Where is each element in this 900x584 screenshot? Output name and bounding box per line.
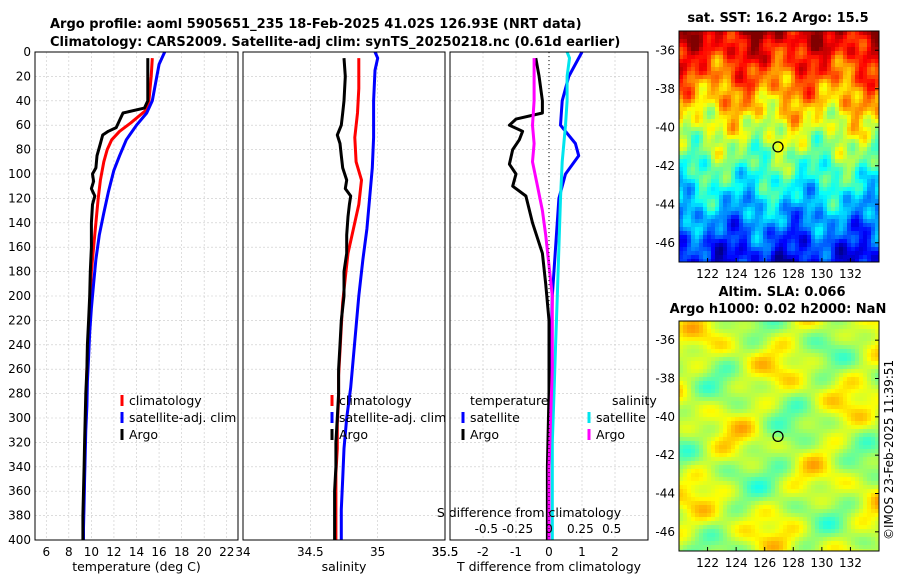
y-tick-label: 240 xyxy=(8,338,31,352)
x2-tick-label: -0.25 xyxy=(502,522,533,536)
map-x-tick-label: 126 xyxy=(753,556,776,570)
map-x-tick-label: 122 xyxy=(696,556,719,570)
map-x-tick-label: 130 xyxy=(810,556,833,570)
y-tick-label: 220 xyxy=(8,313,31,327)
x2-tick-label: 0.5 xyxy=(602,522,621,536)
x-tick-label: 35.5 xyxy=(432,545,459,559)
header-line2: Climatology: CARS2009. Satellite-adj cli… xyxy=(50,35,620,50)
map-y-tick-label: -46 xyxy=(655,236,675,250)
y-tick-label: 100 xyxy=(8,167,31,181)
y-tick-label: 340 xyxy=(8,460,31,474)
y-tick-label: 40 xyxy=(16,94,31,108)
map-y-tick-label: -40 xyxy=(655,120,675,134)
x2-tick-label: 0.25 xyxy=(567,522,594,536)
x2-tick-label: -0.5 xyxy=(475,522,498,536)
map-x-tick-label: 132 xyxy=(839,267,862,281)
y-tick-label: 20 xyxy=(16,69,31,83)
legend-satellite-label: satellite-adj. clim xyxy=(129,410,236,425)
x-tick-label: 1 xyxy=(578,545,586,559)
x-axis-label: temperature (deg C) xyxy=(72,559,201,574)
y-tick-label: 140 xyxy=(8,216,31,230)
legend-climatology-label: climatology xyxy=(129,393,202,408)
x-axis-label: salinity xyxy=(322,559,367,574)
map-y-tick-label: -38 xyxy=(655,372,675,386)
x-tick-label: 2 xyxy=(611,545,619,559)
y-tick-label: 200 xyxy=(8,289,31,303)
x-tick-label: 22 xyxy=(219,545,234,559)
y-tick-label: 60 xyxy=(16,118,31,132)
series-t-argo xyxy=(509,58,549,540)
sla-map-title-2: Argo h1000: 0.02 h2000: NaN xyxy=(670,302,887,317)
y-tick-label: 120 xyxy=(8,191,31,205)
series-s-argo xyxy=(533,58,553,540)
y-tick-label: 80 xyxy=(16,143,31,157)
legend-t-argo-label: Argo xyxy=(470,427,499,442)
map-y-tick-label: -38 xyxy=(655,82,675,96)
y-tick-label: 300 xyxy=(8,411,31,425)
y-tick-label: 260 xyxy=(8,362,31,376)
x-tick-label: -2 xyxy=(477,545,489,559)
map-y-tick-label: -42 xyxy=(655,159,675,173)
y-tick-label: 160 xyxy=(8,240,31,254)
x2-axis-label: S difference from climatology xyxy=(437,505,622,520)
y-tick-label: 360 xyxy=(8,484,31,498)
x-tick-label: 10 xyxy=(84,545,99,559)
map-x-tick-label: 128 xyxy=(782,556,805,570)
x-tick-label: 16 xyxy=(151,545,166,559)
series-climatology xyxy=(84,58,153,540)
map-x-tick-label: 124 xyxy=(725,267,748,281)
map-y-tick-label: -42 xyxy=(655,448,675,462)
legend-argo-label: Argo xyxy=(339,427,368,442)
sst-map-title: sat. SST: 16.2 Argo: 15.5 xyxy=(687,11,868,26)
x-tick-label: 34.5 xyxy=(297,545,324,559)
timestamp-stamp: ©IMOS 23-Feb-2025 11:39:51 xyxy=(882,360,896,540)
legend-title-temperature: temperature xyxy=(470,393,549,408)
x-tick-label: 0 xyxy=(545,545,553,559)
y-tick-label: 180 xyxy=(8,265,31,279)
x-axis-label: T difference from climatology xyxy=(456,559,642,574)
map-x-tick-label: 126 xyxy=(753,267,776,281)
sla-map-field xyxy=(679,321,879,551)
map-y-tick-label: -40 xyxy=(655,410,675,424)
x-tick-label: 18 xyxy=(174,545,189,559)
sla-map-title-1: Altim. SLA: 0.066 xyxy=(719,285,846,300)
x-tick-label: 6 xyxy=(42,545,50,559)
map-y-tick-label: -44 xyxy=(655,487,675,501)
y-tick-label: 320 xyxy=(8,435,31,449)
y-tick-label: 0 xyxy=(23,45,31,59)
legend-satellite-label: satellite-adj. clim xyxy=(339,410,446,425)
x-tick-label: 12 xyxy=(106,545,121,559)
map-x-tick-label: 132 xyxy=(839,556,862,570)
x2-tick-label: 0 xyxy=(545,522,553,536)
sst-map-field xyxy=(679,31,879,262)
legend-climatology-label: climatology xyxy=(339,393,412,408)
y-tick-label: 400 xyxy=(8,533,31,547)
y-tick-label: 280 xyxy=(8,387,31,401)
legend-argo-label: Argo xyxy=(129,427,158,442)
x-tick-label: 35 xyxy=(370,545,385,559)
legend-s-satellite-label: satellite xyxy=(596,410,646,425)
map-y-tick-label: -36 xyxy=(655,333,675,347)
x-tick-label: 14 xyxy=(129,545,144,559)
y-tick-label: 380 xyxy=(8,509,31,523)
map-y-tick-label: -36 xyxy=(655,43,675,57)
x-tick-label: 8 xyxy=(65,545,73,559)
x-tick-label: 20 xyxy=(197,545,212,559)
x-tick-label: 34 xyxy=(235,545,250,559)
map-x-tick-label: 124 xyxy=(725,556,748,570)
legend-t-satellite-label: satellite xyxy=(470,410,520,425)
x-tick-label: -1 xyxy=(510,545,522,559)
legend-title-salinity: salinity xyxy=(612,393,657,408)
map-x-tick-label: 122 xyxy=(696,267,719,281)
map-x-tick-label: 128 xyxy=(782,267,805,281)
header-line1: Argo profile: aoml 5905651_235 18-Feb-20… xyxy=(50,17,582,32)
map-y-tick-label: -44 xyxy=(655,197,675,211)
map-y-tick-label: -46 xyxy=(655,525,675,539)
legend-s-argo-label: Argo xyxy=(596,427,625,442)
map-x-tick-label: 130 xyxy=(810,267,833,281)
